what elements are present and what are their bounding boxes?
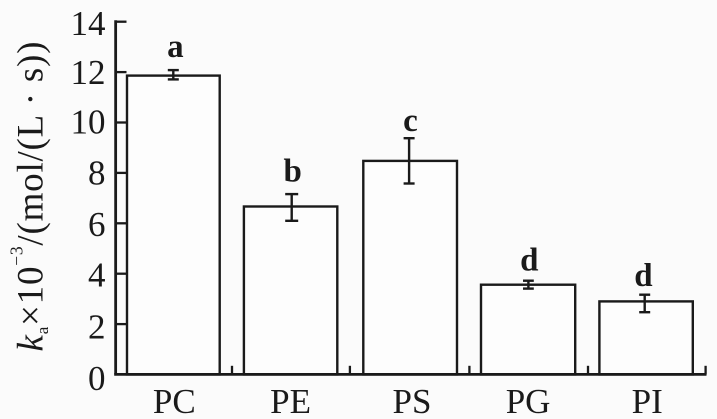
svg-text:PI: PI [632, 382, 663, 419]
svg-text:PC: PC [153, 382, 196, 419]
svg-text:8: 8 [88, 154, 106, 193]
svg-text:14: 14 [71, 4, 106, 43]
svg-text:PS: PS [393, 382, 432, 419]
svg-text:0: 0 [88, 359, 106, 398]
svg-text:12: 12 [71, 53, 106, 92]
svg-text:6: 6 [88, 205, 106, 244]
svg-text:ka×10−3/(mol/(L · s)): ka×10−3/(mol/(L · s)) [7, 41, 53, 352]
svg-text:4: 4 [88, 256, 106, 295]
svg-text:PE: PE [270, 382, 311, 419]
svg-text:b: b [284, 154, 302, 190]
svg-text:10: 10 [71, 102, 106, 141]
svg-text:a: a [167, 29, 184, 65]
svg-text:2: 2 [88, 307, 106, 346]
svg-text:PG: PG [506, 382, 551, 419]
svg-text:c: c [403, 103, 418, 139]
svg-text:d: d [520, 243, 538, 279]
svg-text:d: d [634, 258, 652, 294]
